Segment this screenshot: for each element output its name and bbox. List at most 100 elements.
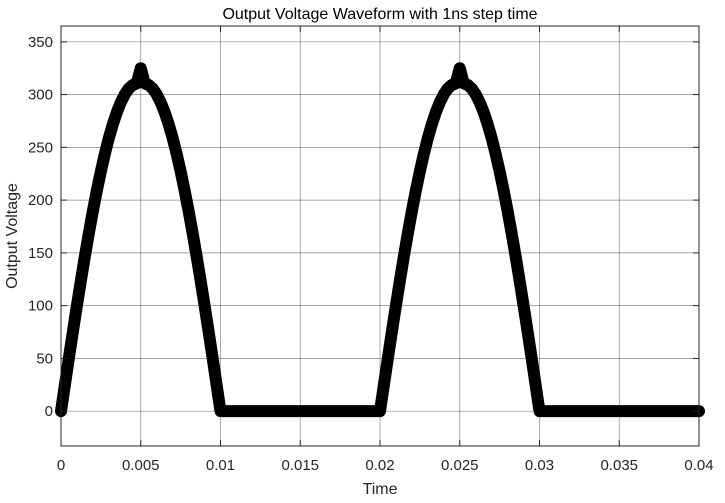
y-tick-label: 100 [28, 298, 53, 315]
data-point [294, 405, 306, 417]
data-point [87, 205, 99, 217]
data-point [366, 405, 378, 417]
data-point [549, 405, 561, 417]
data-point [374, 405, 386, 417]
data-point [510, 250, 522, 262]
data-point [530, 378, 542, 390]
data-point [310, 405, 322, 417]
data-point [526, 351, 538, 363]
data-point [171, 148, 183, 160]
x-tick-label: 0.04 [684, 457, 713, 474]
data-point [418, 148, 430, 160]
x-tick-label: 0.01 [206, 457, 235, 474]
data-point [75, 274, 87, 286]
x-tick-label: 0.02 [365, 457, 394, 474]
data-point [410, 184, 422, 196]
data-point [653, 405, 665, 417]
data-series [55, 62, 705, 418]
data-point [222, 405, 234, 417]
data-point [350, 405, 362, 417]
y-tick-label: 150 [28, 245, 53, 262]
data-point [486, 132, 498, 144]
data-point [565, 405, 577, 417]
ticks: 0 0.005 0.01 0.015 0.02 0.025 0.03 0.035 0.04 0 50… [28, 26, 714, 474]
data-point [406, 205, 418, 217]
data-point [91, 184, 103, 196]
data-point [534, 405, 545, 417]
data-point [215, 405, 226, 417]
data-point [629, 405, 641, 417]
data-point [302, 405, 314, 417]
data-point [254, 405, 266, 417]
data-point [402, 227, 414, 239]
y-tick-label: 250 [28, 139, 53, 156]
data-point [199, 299, 211, 311]
data-point [207, 351, 219, 363]
data-point [155, 96, 167, 108]
data-point [79, 250, 91, 262]
data-point [581, 405, 593, 417]
data-point [342, 405, 354, 417]
data-point [478, 106, 490, 118]
data-point [67, 325, 79, 337]
data-point [175, 165, 187, 177]
data-point [390, 299, 402, 311]
data-point [230, 405, 242, 417]
data-point [637, 405, 649, 417]
data-point [414, 165, 426, 177]
x-tick-label: 0.015 [281, 457, 319, 474]
data-point [450, 77, 462, 89]
y-tick-label: 350 [28, 34, 53, 51]
data-point [573, 405, 585, 417]
data-point [426, 118, 438, 130]
data-point [278, 405, 290, 417]
data-point [589, 405, 601, 417]
y-tick-label: 300 [28, 87, 53, 104]
data-point [518, 299, 530, 311]
data-point [270, 405, 282, 417]
data-point [677, 405, 689, 417]
data-point [211, 378, 223, 390]
data-point [318, 405, 330, 417]
data-point [498, 184, 510, 196]
chart-title: Output Voltage Waveform with 1ns step ti… [222, 6, 537, 23]
data-point [95, 165, 107, 177]
data-point [135, 62, 147, 74]
data-point [111, 106, 123, 118]
data-point [191, 250, 203, 262]
data-point [474, 96, 486, 108]
data-point [661, 405, 673, 417]
x-tick-label: 0 [57, 457, 65, 474]
y-tick-label: 50 [36, 350, 53, 367]
data-point [430, 106, 442, 118]
data-point [422, 132, 434, 144]
data-point [394, 274, 406, 286]
data-point [187, 227, 199, 239]
data-point [378, 378, 390, 390]
data-point [179, 184, 191, 196]
data-point [502, 205, 514, 217]
data-point [131, 77, 143, 89]
data-point [163, 118, 175, 130]
data-point [195, 274, 207, 286]
data-point [334, 405, 346, 417]
data-point [358, 405, 370, 417]
x-tick-label: 0.025 [441, 457, 479, 474]
data-point [386, 325, 398, 337]
data-point [522, 325, 534, 337]
data-point [382, 351, 394, 363]
x-tick-label: 0.005 [122, 457, 160, 474]
data-point [99, 148, 111, 160]
data-point [482, 118, 494, 130]
y-tick-label: 0 [45, 403, 53, 420]
x-axis-label: Time [363, 481, 398, 498]
data-point [514, 274, 526, 286]
data-point [605, 405, 617, 417]
data-point [490, 148, 502, 160]
data-point [238, 405, 250, 417]
data-point [541, 405, 553, 417]
y-tick-label: 200 [28, 192, 53, 209]
y-axis-label: Output Voltage [4, 183, 21, 289]
data-point [286, 405, 298, 417]
